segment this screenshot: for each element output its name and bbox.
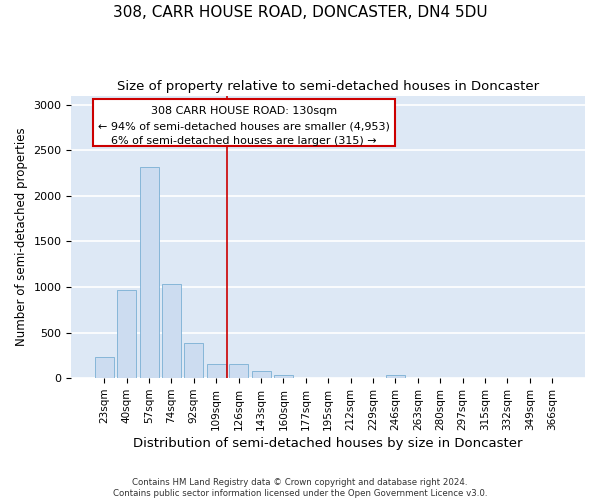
Bar	[117, 290, 136, 378]
Bar	[162, 284, 181, 378]
X-axis label: Distribution of semi-detached houses by size in Doncaster: Distribution of semi-detached houses by …	[133, 437, 523, 450]
FancyBboxPatch shape	[93, 99, 395, 146]
Text: 6% of semi-detached houses are larger (315) →: 6% of semi-detached houses are larger (3…	[112, 136, 377, 145]
Text: ← 94% of semi-detached houses are smaller (4,953): ← 94% of semi-detached houses are smalle…	[98, 121, 390, 131]
Bar	[140, 166, 158, 378]
Bar	[386, 375, 405, 378]
Bar	[207, 364, 226, 378]
Text: 308 CARR HOUSE ROAD: 130sqm: 308 CARR HOUSE ROAD: 130sqm	[151, 106, 337, 117]
Text: Contains HM Land Registry data © Crown copyright and database right 2024.
Contai: Contains HM Land Registry data © Crown c…	[113, 478, 487, 498]
Title: Size of property relative to semi-detached houses in Doncaster: Size of property relative to semi-detach…	[117, 80, 539, 93]
Bar	[229, 364, 248, 378]
Y-axis label: Number of semi-detached properties: Number of semi-detached properties	[15, 128, 28, 346]
Bar	[251, 372, 271, 378]
Bar	[184, 342, 203, 378]
Bar	[274, 374, 293, 378]
Bar	[95, 357, 114, 378]
Text: 308, CARR HOUSE ROAD, DONCASTER, DN4 5DU: 308, CARR HOUSE ROAD, DONCASTER, DN4 5DU	[113, 5, 487, 20]
